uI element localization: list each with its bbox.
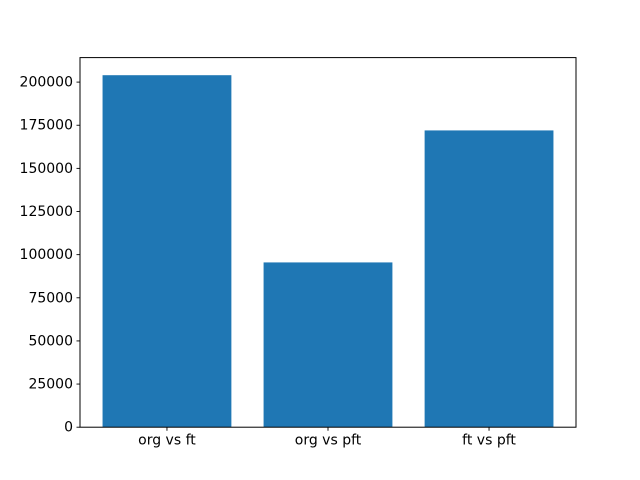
- y-tick-label: 150000: [20, 161, 73, 177]
- x-tick-label: org vs ft: [138, 433, 196, 449]
- x-tick-label: ft vs pft: [462, 433, 516, 449]
- y-tick-label: 0: [64, 420, 73, 436]
- bar-org-vs-ft: [102, 75, 232, 428]
- x-tick-label: org vs pft: [295, 433, 362, 449]
- y-tick-label: 200000: [20, 75, 73, 91]
- y-tick-label: 125000: [20, 204, 73, 220]
- axes-frame: [79, 57, 577, 428]
- y-tick-label: 25000: [28, 377, 73, 393]
- y-tick-label: 75000: [28, 290, 73, 306]
- bar-org-vs-pft: [263, 262, 393, 428]
- bar-ft-vs-pft: [424, 130, 554, 428]
- y-tick-label: 100000: [20, 247, 73, 263]
- y-tick-label: 50000: [28, 333, 73, 349]
- y-tick-label: 175000: [20, 118, 73, 134]
